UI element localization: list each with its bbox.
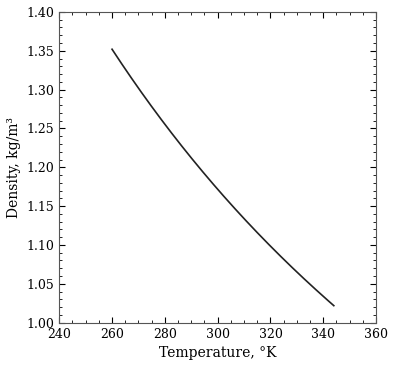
Y-axis label: Density, kg/m³: Density, kg/m³ bbox=[7, 117, 21, 218]
X-axis label: Temperature, °K: Temperature, °K bbox=[159, 346, 276, 360]
